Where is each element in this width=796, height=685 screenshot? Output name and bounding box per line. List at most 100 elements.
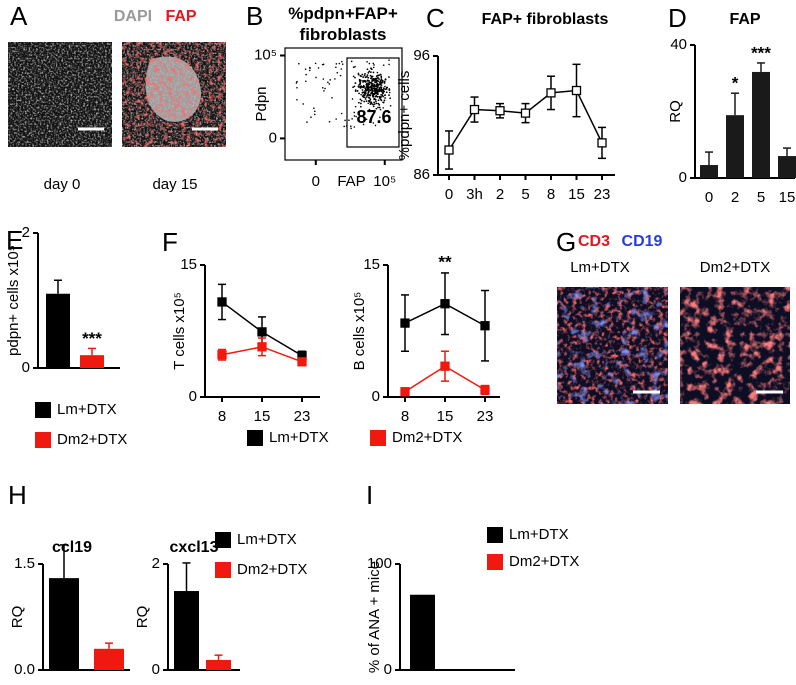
event-dot bbox=[365, 118, 368, 121]
event-dot bbox=[362, 79, 364, 82]
bar bbox=[94, 648, 124, 670]
x-tick-label: 8 bbox=[547, 186, 555, 203]
event-dot bbox=[371, 87, 374, 90]
event-dot bbox=[380, 75, 383, 78]
event-dot bbox=[378, 78, 380, 81]
event-dot bbox=[374, 98, 377, 101]
event-dot bbox=[353, 85, 356, 88]
event-dot bbox=[335, 66, 337, 69]
event-dot bbox=[350, 127, 352, 130]
event-dot bbox=[362, 84, 365, 87]
event-dot bbox=[359, 102, 362, 105]
event-dot bbox=[367, 102, 370, 105]
event-dot bbox=[362, 96, 365, 98]
event-dot bbox=[363, 100, 366, 103]
event-dot bbox=[379, 116, 381, 119]
event-dot bbox=[372, 85, 375, 87]
bar bbox=[700, 165, 718, 178]
event-dot bbox=[335, 63, 338, 65]
event-dot bbox=[365, 96, 368, 98]
y-tick-label: 40 bbox=[670, 36, 687, 53]
bar bbox=[46, 293, 70, 368]
event-dot bbox=[368, 62, 371, 65]
event-dot bbox=[370, 77, 373, 79]
data-point bbox=[440, 361, 450, 371]
event-dot bbox=[382, 107, 384, 109]
event-dot bbox=[334, 78, 336, 80]
event-dot bbox=[384, 78, 387, 81]
legend-label: Dm2+DTX bbox=[509, 553, 579, 570]
legend-label: Dm2+DTX bbox=[392, 429, 462, 446]
event-dot bbox=[369, 74, 372, 77]
event-dot bbox=[314, 62, 317, 65]
event-dot bbox=[367, 90, 370, 93]
event-dot bbox=[313, 110, 316, 113]
panel-letter: H bbox=[8, 480, 27, 510]
legend-swatch bbox=[370, 430, 386, 446]
group-label: Lm+DTX bbox=[570, 259, 630, 276]
event-dot bbox=[368, 100, 371, 103]
event-dot bbox=[378, 74, 381, 77]
event-dot bbox=[344, 119, 346, 122]
event-dot bbox=[388, 59, 390, 61]
panel-letter: G bbox=[556, 227, 576, 257]
event-dot bbox=[368, 97, 371, 100]
event-dot bbox=[317, 67, 320, 69]
event-dot bbox=[351, 98, 354, 100]
event-dot bbox=[380, 86, 383, 89]
event-dot bbox=[383, 99, 386, 102]
x-tick-label: 0 bbox=[445, 186, 453, 203]
data-point bbox=[571, 85, 582, 96]
event-dot bbox=[361, 73, 364, 76]
event-dot bbox=[354, 76, 356, 79]
event-dot bbox=[365, 100, 368, 103]
event-dot bbox=[375, 79, 378, 82]
event-dot bbox=[372, 66, 375, 69]
event-dot bbox=[353, 111, 356, 114]
data-point bbox=[400, 387, 410, 397]
event-dot bbox=[367, 76, 370, 79]
event-dot bbox=[354, 90, 357, 93]
y-axis-label: pdpn+ cells x10⁵ bbox=[5, 245, 22, 356]
event-dot bbox=[384, 88, 387, 91]
event-dot bbox=[327, 81, 329, 84]
y-axis-label: RQ bbox=[9, 606, 26, 629]
event-dot bbox=[359, 87, 362, 89]
event-dot bbox=[362, 123, 365, 126]
y-tick-label: 2 bbox=[152, 555, 160, 572]
event-dot bbox=[336, 71, 339, 74]
y-tick-label: 100 bbox=[367, 555, 392, 572]
event-dot bbox=[305, 80, 307, 83]
panel-letter: E bbox=[6, 225, 23, 255]
plot-frame bbox=[284, 47, 403, 161]
bar bbox=[778, 156, 796, 178]
event-dot bbox=[379, 79, 382, 82]
legend-label: Lm+DTX bbox=[509, 526, 569, 543]
data-point bbox=[297, 357, 307, 367]
event-dot bbox=[376, 86, 379, 89]
chart-title: FAP+ fibroblasts bbox=[482, 11, 609, 28]
legend-label: Lm+DTX bbox=[237, 531, 297, 548]
event-dot bbox=[382, 87, 385, 90]
stain-label: CD19 bbox=[622, 233, 663, 250]
event-dot bbox=[377, 80, 380, 83]
chart-title: ccl19 bbox=[52, 539, 92, 556]
event-dot bbox=[339, 74, 342, 77]
event-dot bbox=[381, 91, 384, 94]
event-dot bbox=[389, 97, 392, 100]
event-dot bbox=[369, 71, 372, 74]
event-dot bbox=[364, 76, 367, 79]
event-dot bbox=[375, 88, 378, 90]
event-dot bbox=[366, 60, 368, 63]
x-tick-label: 2 bbox=[496, 186, 504, 203]
event-dot bbox=[308, 69, 311, 72]
data-point bbox=[480, 385, 490, 395]
event-dot bbox=[383, 82, 386, 84]
day-label: day 15 bbox=[152, 176, 197, 193]
event-dot bbox=[374, 81, 377, 84]
day-label: day 0 bbox=[44, 176, 81, 193]
bar bbox=[726, 115, 744, 178]
event-dot bbox=[377, 77, 379, 79]
data-point bbox=[217, 350, 227, 360]
